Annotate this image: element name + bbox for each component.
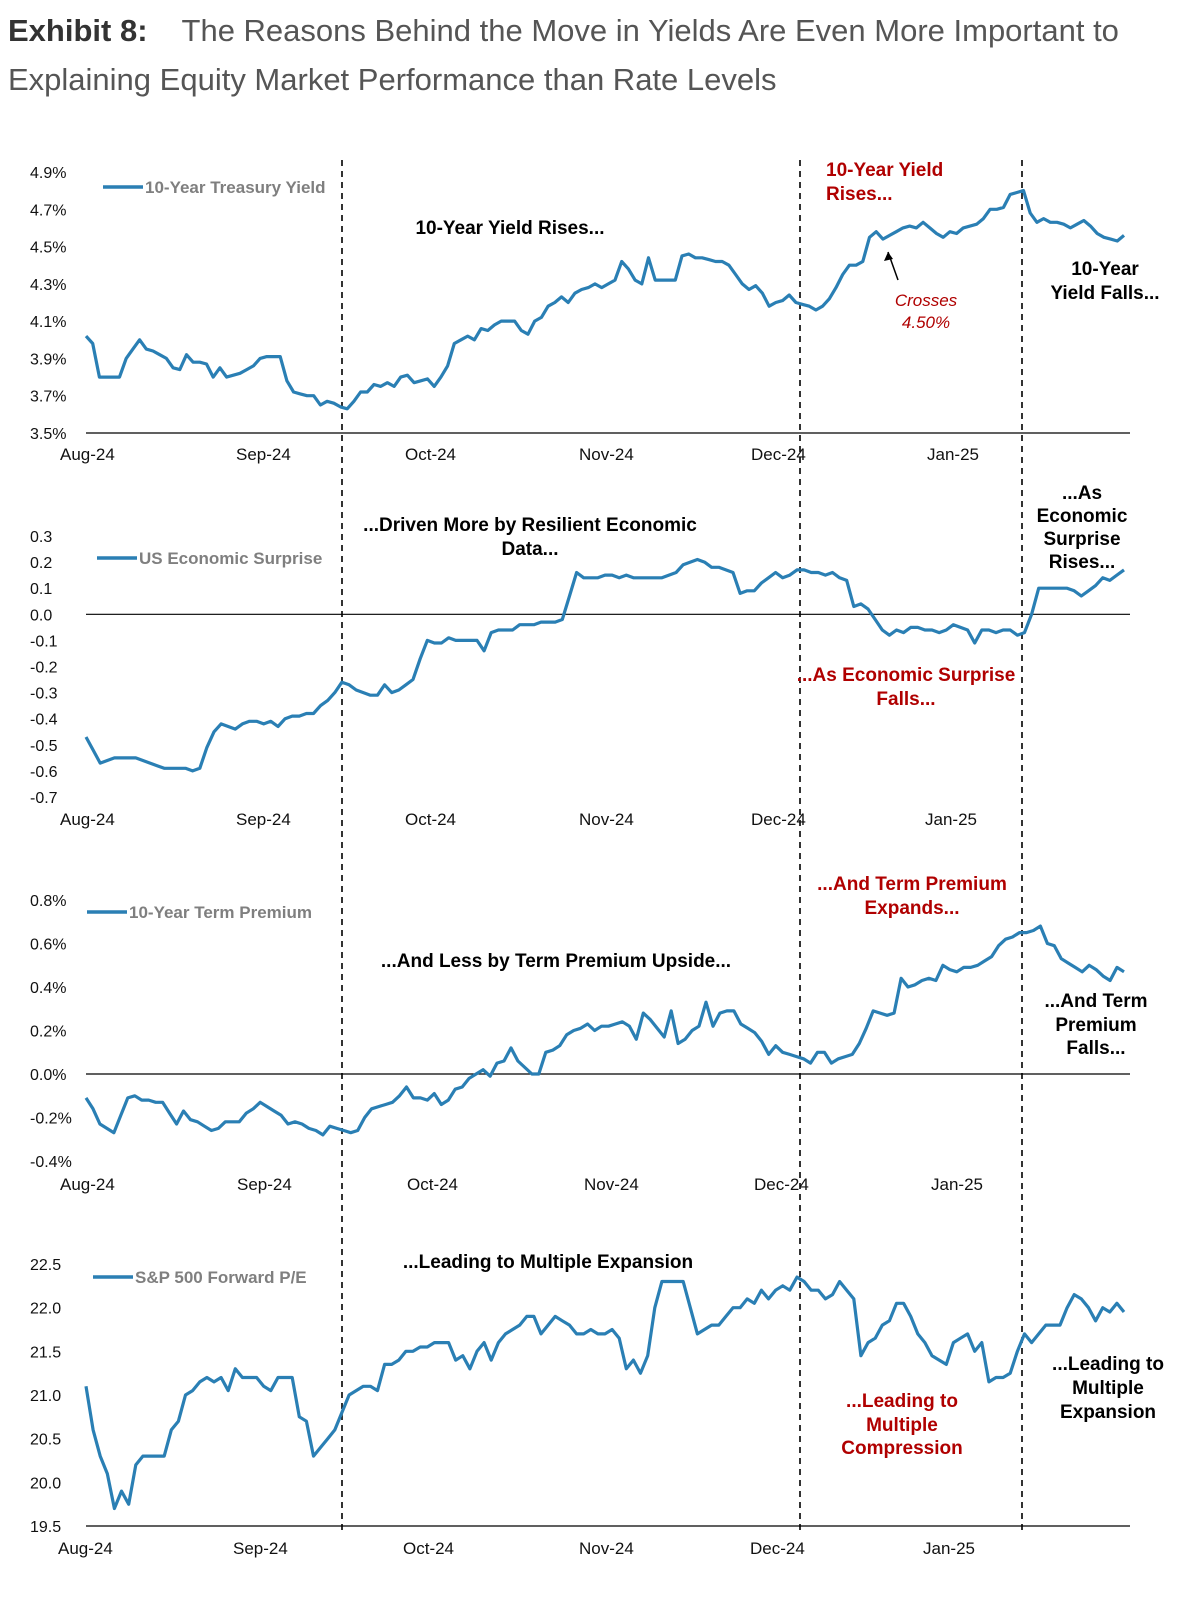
series-line-3 [84,924,1125,1137]
legend-label: 10-Year Term Premium [129,903,312,922]
x-tick-label: Nov-24 [579,810,634,829]
x-tick-label: Dec-24 [750,1539,805,1558]
y-tick-label: 0.8% [30,893,66,910]
annotation-text: Falls... [1066,1038,1125,1059]
x-tick-label: Aug-24 [58,1539,113,1558]
annotation-text: Data... [501,539,558,560]
annotation-text: ...As [1062,483,1102,504]
y-tick-label: -0.7 [30,790,58,807]
y-tick-label: 4.3% [30,277,66,294]
y-tick-label: 21.0 [30,1388,61,1405]
y-tick-label: 0.4% [30,980,66,997]
legend-label: S&P 500 Forward P/E [135,1268,307,1287]
x-tick-label: Dec-24 [751,810,806,829]
x-tick-label: Jan-25 [925,810,977,829]
arrow-head [884,252,893,261]
y-tick-label: 0.1 [30,581,52,598]
y-tick-label: -0.4 [30,712,58,729]
legend-label: US Economic Surprise [139,549,322,568]
y-tick-label: -0.3 [30,686,58,703]
annotation-text: 10-Year Yield [826,160,943,181]
y-tick-label: 0.6% [30,937,66,954]
annotation-text: ...And Term Premium [817,874,1007,895]
annotation-text: Expansion [1060,1402,1156,1423]
y-tick-label: -0.1 [30,633,58,650]
chart-title: Exhibit 8: The Reasons Behind the Move in… [8,6,1188,104]
y-tick-label: 0.0% [30,1067,66,1084]
annotation-text: ...As Economic Surprise [797,665,1016,686]
x-tick-label: Sep-24 [237,1175,292,1194]
y-tick-label: 0.2% [30,1024,66,1041]
y-tick-label: 3.9% [30,351,66,368]
annotation-text: Economic [1037,506,1128,527]
annotation-text: Expands... [864,898,959,919]
y-tick-label: 3.7% [30,389,66,406]
y-tick-label: 21.5 [30,1344,61,1361]
x-tick-label: Nov-24 [579,445,634,464]
series-line-2 [84,557,1125,773]
legend-label: 10-Year Treasury Yield [145,178,326,197]
annotation-text: Crosses [895,291,958,310]
y-tick-label: -0.2% [30,1111,72,1128]
annotation-text: Surprise [1043,529,1120,550]
annotation-text: 10-Year Yield Rises... [415,218,604,239]
y-tick-label: 22.0 [30,1301,61,1318]
annotation-text: ...Leading to [1052,1354,1164,1375]
series-line-4 [84,1275,1126,1511]
y-tick-label: 3.5% [30,426,66,443]
annotation-text: Multiple [1072,1378,1144,1399]
y-tick-label: 20.0 [30,1475,61,1492]
annotation-text: ...Leading to Multiple Expansion [403,1252,693,1273]
y-tick-label: 0.0 [30,607,52,624]
x-tick-label: Sep-24 [236,445,291,464]
y-tick-label: 4.9% [30,165,66,182]
annotation-text: Yield Falls... [1050,283,1159,304]
x-tick-label: Nov-24 [579,1539,634,1558]
x-tick-label: Sep-24 [233,1539,288,1558]
x-tick-label: Oct-24 [403,1539,454,1558]
series-line-1 [84,189,1126,411]
x-tick-label: Oct-24 [405,810,456,829]
y-tick-label: 4.1% [30,314,66,331]
x-tick-label: Jan-25 [931,1175,983,1194]
y-tick-label: 19.5 [30,1519,61,1536]
annotation-text: Rises... [826,184,893,205]
x-tick-label: Nov-24 [584,1175,639,1194]
exhibit-label: Exhibit 8: [8,13,148,48]
x-tick-label: Jan-25 [927,445,979,464]
y-tick-label: -0.5 [30,738,58,755]
y-tick-label: 20.5 [30,1432,61,1449]
annotation-text: 10-Year [1071,259,1139,280]
annotation-text: Rises... [1049,552,1116,573]
x-tick-label: Sep-24 [236,810,291,829]
annotation-text: Multiple [866,1415,938,1436]
x-tick-label: Aug-24 [60,445,115,464]
x-tick-label: Oct-24 [405,445,456,464]
x-tick-label: Aug-24 [60,810,115,829]
y-tick-label: -0.6 [30,764,58,781]
x-tick-label: Aug-24 [60,1175,115,1194]
annotation-text: ...Driven More by Resilient Economic [363,515,697,536]
x-tick-label: Dec-24 [751,445,806,464]
y-tick-label: 4.7% [30,202,66,219]
annotation-text: Falls... [876,689,935,710]
annotation-text: 4.50% [902,313,950,332]
y-tick-label: -0.2 [30,660,58,677]
exhibit-title: The Reasons Behind the Move in Yields Ar… [8,13,1119,97]
annotation-text: ...Leading to [846,1391,958,1412]
y-tick-label: 22.5 [30,1257,61,1274]
y-tick-label: 0.3 [30,529,52,546]
x-tick-label: Dec-24 [754,1175,809,1194]
annotation-text: Premium [1055,1015,1136,1036]
x-tick-label: Oct-24 [407,1175,458,1194]
annotation-text: Compression [841,1438,962,1459]
x-tick-label: Jan-25 [923,1539,975,1558]
y-tick-label: -0.4% [30,1154,72,1171]
y-tick-label: 4.5% [30,240,66,257]
annotation-text: ...And Term [1044,991,1147,1012]
annotation-text: ...And Less by Term Premium Upside... [381,951,731,972]
y-tick-label: 0.2 [30,555,52,572]
